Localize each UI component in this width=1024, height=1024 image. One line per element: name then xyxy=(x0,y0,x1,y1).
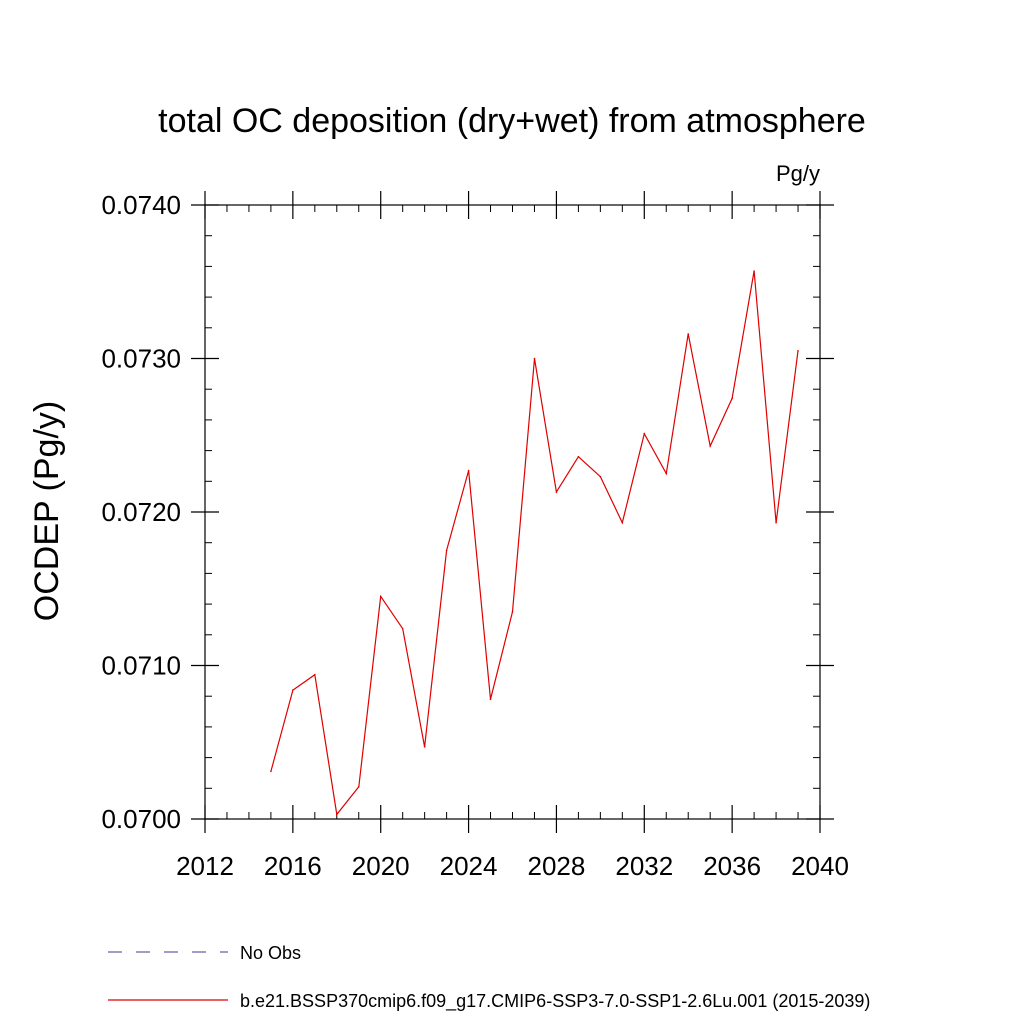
data-point xyxy=(423,746,426,748)
data-point xyxy=(731,397,733,400)
y-tick-label: 0.0730 xyxy=(101,344,181,374)
series-layer xyxy=(270,270,799,816)
y-tick-label: 0.0700 xyxy=(101,804,181,834)
x-tick-label: 2012 xyxy=(176,851,234,881)
data-point xyxy=(797,350,799,352)
data-point xyxy=(379,595,382,598)
data-point xyxy=(445,549,448,552)
axis-ticks xyxy=(191,191,834,833)
data-point xyxy=(599,475,602,478)
data-point xyxy=(555,491,558,493)
x-tick-label: 2016 xyxy=(264,851,322,881)
legend-label: b.e21.BSSP370cmip6.f09_g17.CMIP6-SSP3-7.… xyxy=(240,991,870,1012)
x-tick-label: 2020 xyxy=(352,851,410,881)
x-tick-label: 2036 xyxy=(703,851,761,881)
legend: No Obs b.e21.BSSP370cmip6.f09_g17.CMIP6-S… xyxy=(108,943,870,1012)
y-axis-label: OCDEP (Pg/y) xyxy=(28,401,66,621)
data-point xyxy=(775,521,777,524)
y-tick-label: 0.0720 xyxy=(101,497,181,527)
data-point xyxy=(643,432,646,435)
data-point xyxy=(533,357,536,360)
data-point xyxy=(511,610,514,613)
x-tick-label: 2024 xyxy=(440,851,498,881)
data-point xyxy=(314,673,316,676)
chart-title: total OC deposition (dry+wet) from atmos… xyxy=(158,102,866,140)
data-point xyxy=(753,270,755,272)
data-point xyxy=(687,333,690,335)
legend-label: No Obs xyxy=(240,943,301,963)
data-point xyxy=(270,770,272,773)
data-point xyxy=(467,469,470,472)
y-tick-label: 0.0710 xyxy=(101,651,181,681)
y-tick-label: 0.0740 xyxy=(101,190,181,220)
data-point xyxy=(621,521,624,524)
series-line xyxy=(270,270,799,816)
data-point xyxy=(335,813,338,816)
x-tick-label: 2028 xyxy=(528,851,586,881)
data-point xyxy=(292,689,294,691)
data-point xyxy=(357,785,360,788)
data-point xyxy=(709,445,711,447)
data-point xyxy=(665,472,668,475)
data-point xyxy=(401,627,404,630)
data-point xyxy=(489,698,492,701)
x-tick-label: 2040 xyxy=(791,851,849,881)
axis-tick-labels: 2012 2016 2020 2024 2028 2032 2036 2040 0.0700 0.… xyxy=(101,190,848,881)
units-label: Pg/y xyxy=(776,161,820,186)
data-point xyxy=(577,455,580,458)
plot-frame xyxy=(204,204,821,820)
x-tick-label: 2032 xyxy=(615,851,673,881)
